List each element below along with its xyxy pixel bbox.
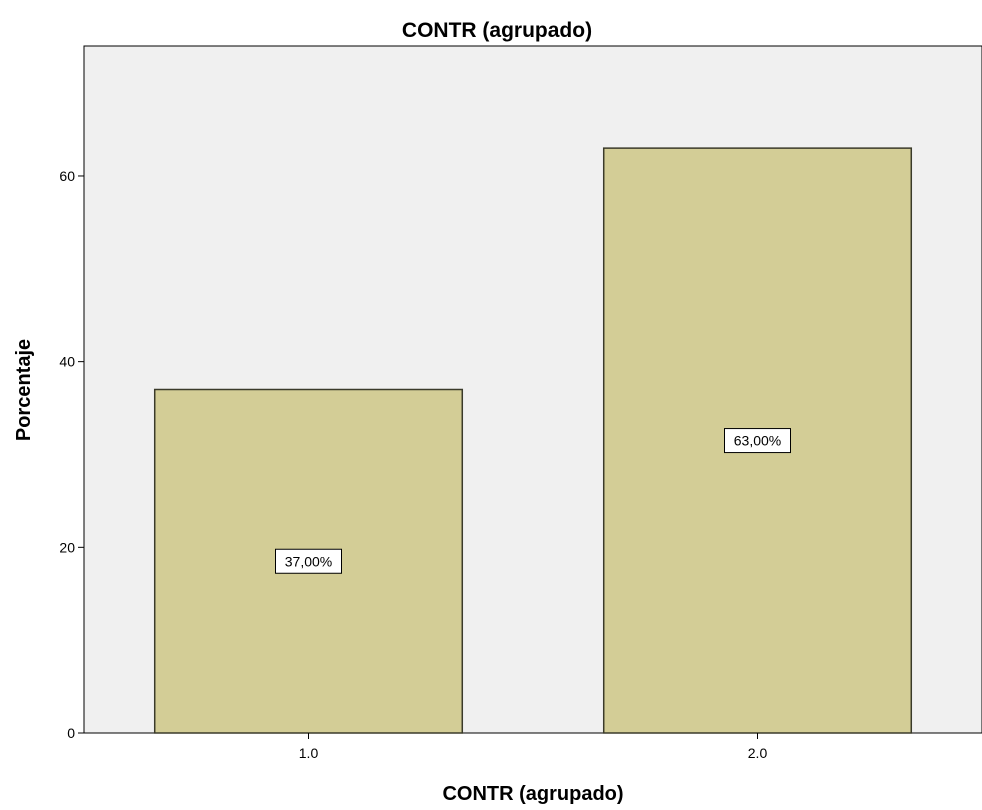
y-axis: 0 20 40 60 — [59, 168, 84, 741]
x-axis-title: CONTR (agrupado) — [442, 783, 623, 805]
data-label: 37,00% — [285, 553, 332, 569]
x-tick-label: 2.0 — [748, 745, 768, 761]
x-axis: 1.0 2.0 — [299, 733, 768, 761]
data-label: 63,00% — [734, 433, 781, 449]
y-tick-label: 40 — [59, 354, 75, 370]
data-label-box — [275, 548, 342, 574]
y-tick-label: 60 — [59, 168, 75, 184]
y-axis-title: Porcentaje — [13, 339, 35, 441]
x-tick-label: 1.0 — [299, 745, 319, 761]
y-tick-label: 0 — [67, 725, 75, 741]
y-tick-label: 20 — [59, 539, 75, 555]
chart-title: CONTR (agrupado) — [402, 19, 592, 42]
data-label-box — [724, 428, 791, 454]
data-labels: 37,00% 63,00% — [275, 428, 791, 574]
